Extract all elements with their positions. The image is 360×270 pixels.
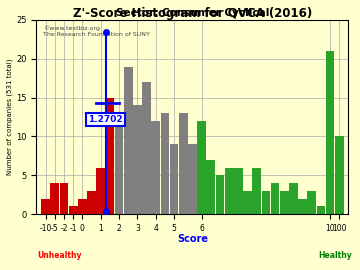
Bar — [197, 121, 206, 214]
Bar — [87, 191, 96, 214]
Bar — [298, 199, 307, 214]
Bar — [170, 144, 179, 214]
Bar — [133, 105, 142, 214]
Bar — [41, 199, 50, 214]
Bar — [50, 183, 59, 214]
Bar — [161, 113, 169, 214]
Bar — [69, 206, 77, 214]
Bar — [78, 199, 87, 214]
Text: Unhealthy: Unhealthy — [37, 251, 82, 261]
Bar — [261, 191, 270, 214]
Bar — [316, 206, 325, 214]
Bar — [335, 136, 344, 214]
Y-axis label: Number of companies (531 total): Number of companies (531 total) — [7, 59, 13, 175]
Text: ©www.textbiz.org
The Research Foundation of SUNY: ©www.textbiz.org The Research Foundation… — [43, 26, 149, 37]
Text: 1.2702: 1.2702 — [89, 115, 123, 124]
Bar — [60, 183, 68, 214]
Text: Sector: Consumer Cyclical: Sector: Consumer Cyclical — [116, 8, 269, 18]
Bar — [280, 191, 289, 214]
Bar — [207, 160, 215, 214]
Bar — [96, 167, 105, 214]
Bar — [289, 183, 298, 214]
Bar — [243, 191, 252, 214]
Bar — [152, 121, 160, 214]
X-axis label: Score: Score — [177, 234, 208, 244]
Bar — [105, 98, 114, 214]
Bar — [326, 51, 334, 214]
Bar — [115, 113, 123, 214]
Bar — [216, 175, 224, 214]
Bar — [307, 191, 316, 214]
Bar — [142, 82, 151, 214]
Bar — [271, 183, 279, 214]
Bar — [179, 113, 188, 214]
Bar — [124, 66, 132, 214]
Title: Z'-Score Histogram for QVCA (2016): Z'-Score Histogram for QVCA (2016) — [73, 7, 312, 20]
Bar — [188, 144, 197, 214]
Bar — [234, 167, 243, 214]
Bar — [252, 167, 261, 214]
Bar — [225, 167, 234, 214]
Text: Healthy: Healthy — [318, 251, 352, 261]
